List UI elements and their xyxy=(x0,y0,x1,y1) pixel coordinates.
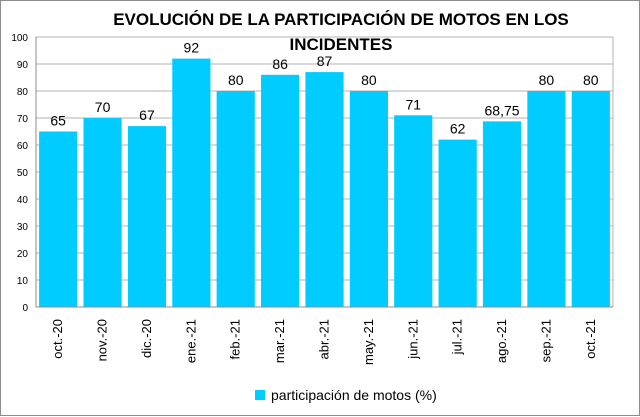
bar xyxy=(305,72,344,307)
x-tick-label: jun.-21 xyxy=(405,319,420,360)
x-tick-label: dic.-20 xyxy=(139,319,154,358)
bar xyxy=(261,74,300,307)
data-label: 80 xyxy=(583,72,599,88)
y-tick-label: 70 xyxy=(17,114,29,125)
data-label: 80 xyxy=(361,72,377,88)
data-label: 80 xyxy=(228,72,244,88)
x-tick-label: jul.-21 xyxy=(450,319,465,355)
x-tick-label: abr.-21 xyxy=(317,319,332,359)
data-label: 62 xyxy=(450,121,466,137)
x-tick-label: ago.-21 xyxy=(494,319,509,363)
bar xyxy=(172,58,211,307)
x-tick-label: oct.-20 xyxy=(50,319,65,359)
bar xyxy=(83,118,122,307)
y-tick-label: 0 xyxy=(22,303,28,314)
data-label: 92 xyxy=(184,40,200,56)
data-label: 70 xyxy=(95,99,111,115)
x-tick-label: mar.-21 xyxy=(272,319,287,363)
legend-swatch xyxy=(255,390,265,400)
y-tick-label: 80 xyxy=(17,87,29,98)
bar xyxy=(127,126,167,307)
bar xyxy=(216,91,255,307)
y-tick-label: 10 xyxy=(17,276,29,287)
y-tick-label: 90 xyxy=(17,60,29,71)
bar xyxy=(482,121,522,307)
bar xyxy=(438,139,477,307)
data-label: 80 xyxy=(539,72,555,88)
y-tick-label: 30 xyxy=(17,222,29,233)
x-tick-label: may.-21 xyxy=(361,319,376,365)
data-label: 67 xyxy=(139,107,155,123)
bar xyxy=(39,131,78,307)
bar xyxy=(349,91,388,307)
data-label: 87 xyxy=(317,53,333,69)
data-label: 65 xyxy=(50,113,66,129)
y-tick-label: 60 xyxy=(17,141,29,152)
x-tick-label: nov.-20 xyxy=(95,319,110,361)
x-tick-label: ene.-21 xyxy=(183,319,198,363)
bar xyxy=(394,115,433,307)
x-tick-label: oct.-21 xyxy=(583,319,598,359)
legend-label: participación de motos (%) xyxy=(271,387,437,403)
bar xyxy=(527,91,566,307)
y-tick-label: 40 xyxy=(17,195,29,206)
data-label: 86 xyxy=(272,56,288,72)
legend: participación de motos (%) xyxy=(255,387,437,403)
x-tick-label: sep.-21 xyxy=(538,319,553,362)
y-tick-label: 50 xyxy=(17,168,29,179)
bar xyxy=(571,91,610,307)
y-tick-label: 100 xyxy=(11,33,28,44)
data-label: 68,75 xyxy=(485,102,520,118)
y-tick-label: 20 xyxy=(17,249,29,260)
chart-title: EVOLUCIÓN DE LA PARTICIPACIÓN DE MOTOS E… xyxy=(113,10,569,54)
data-label: 71 xyxy=(405,96,421,112)
x-tick-label: feb.-21 xyxy=(228,319,243,359)
